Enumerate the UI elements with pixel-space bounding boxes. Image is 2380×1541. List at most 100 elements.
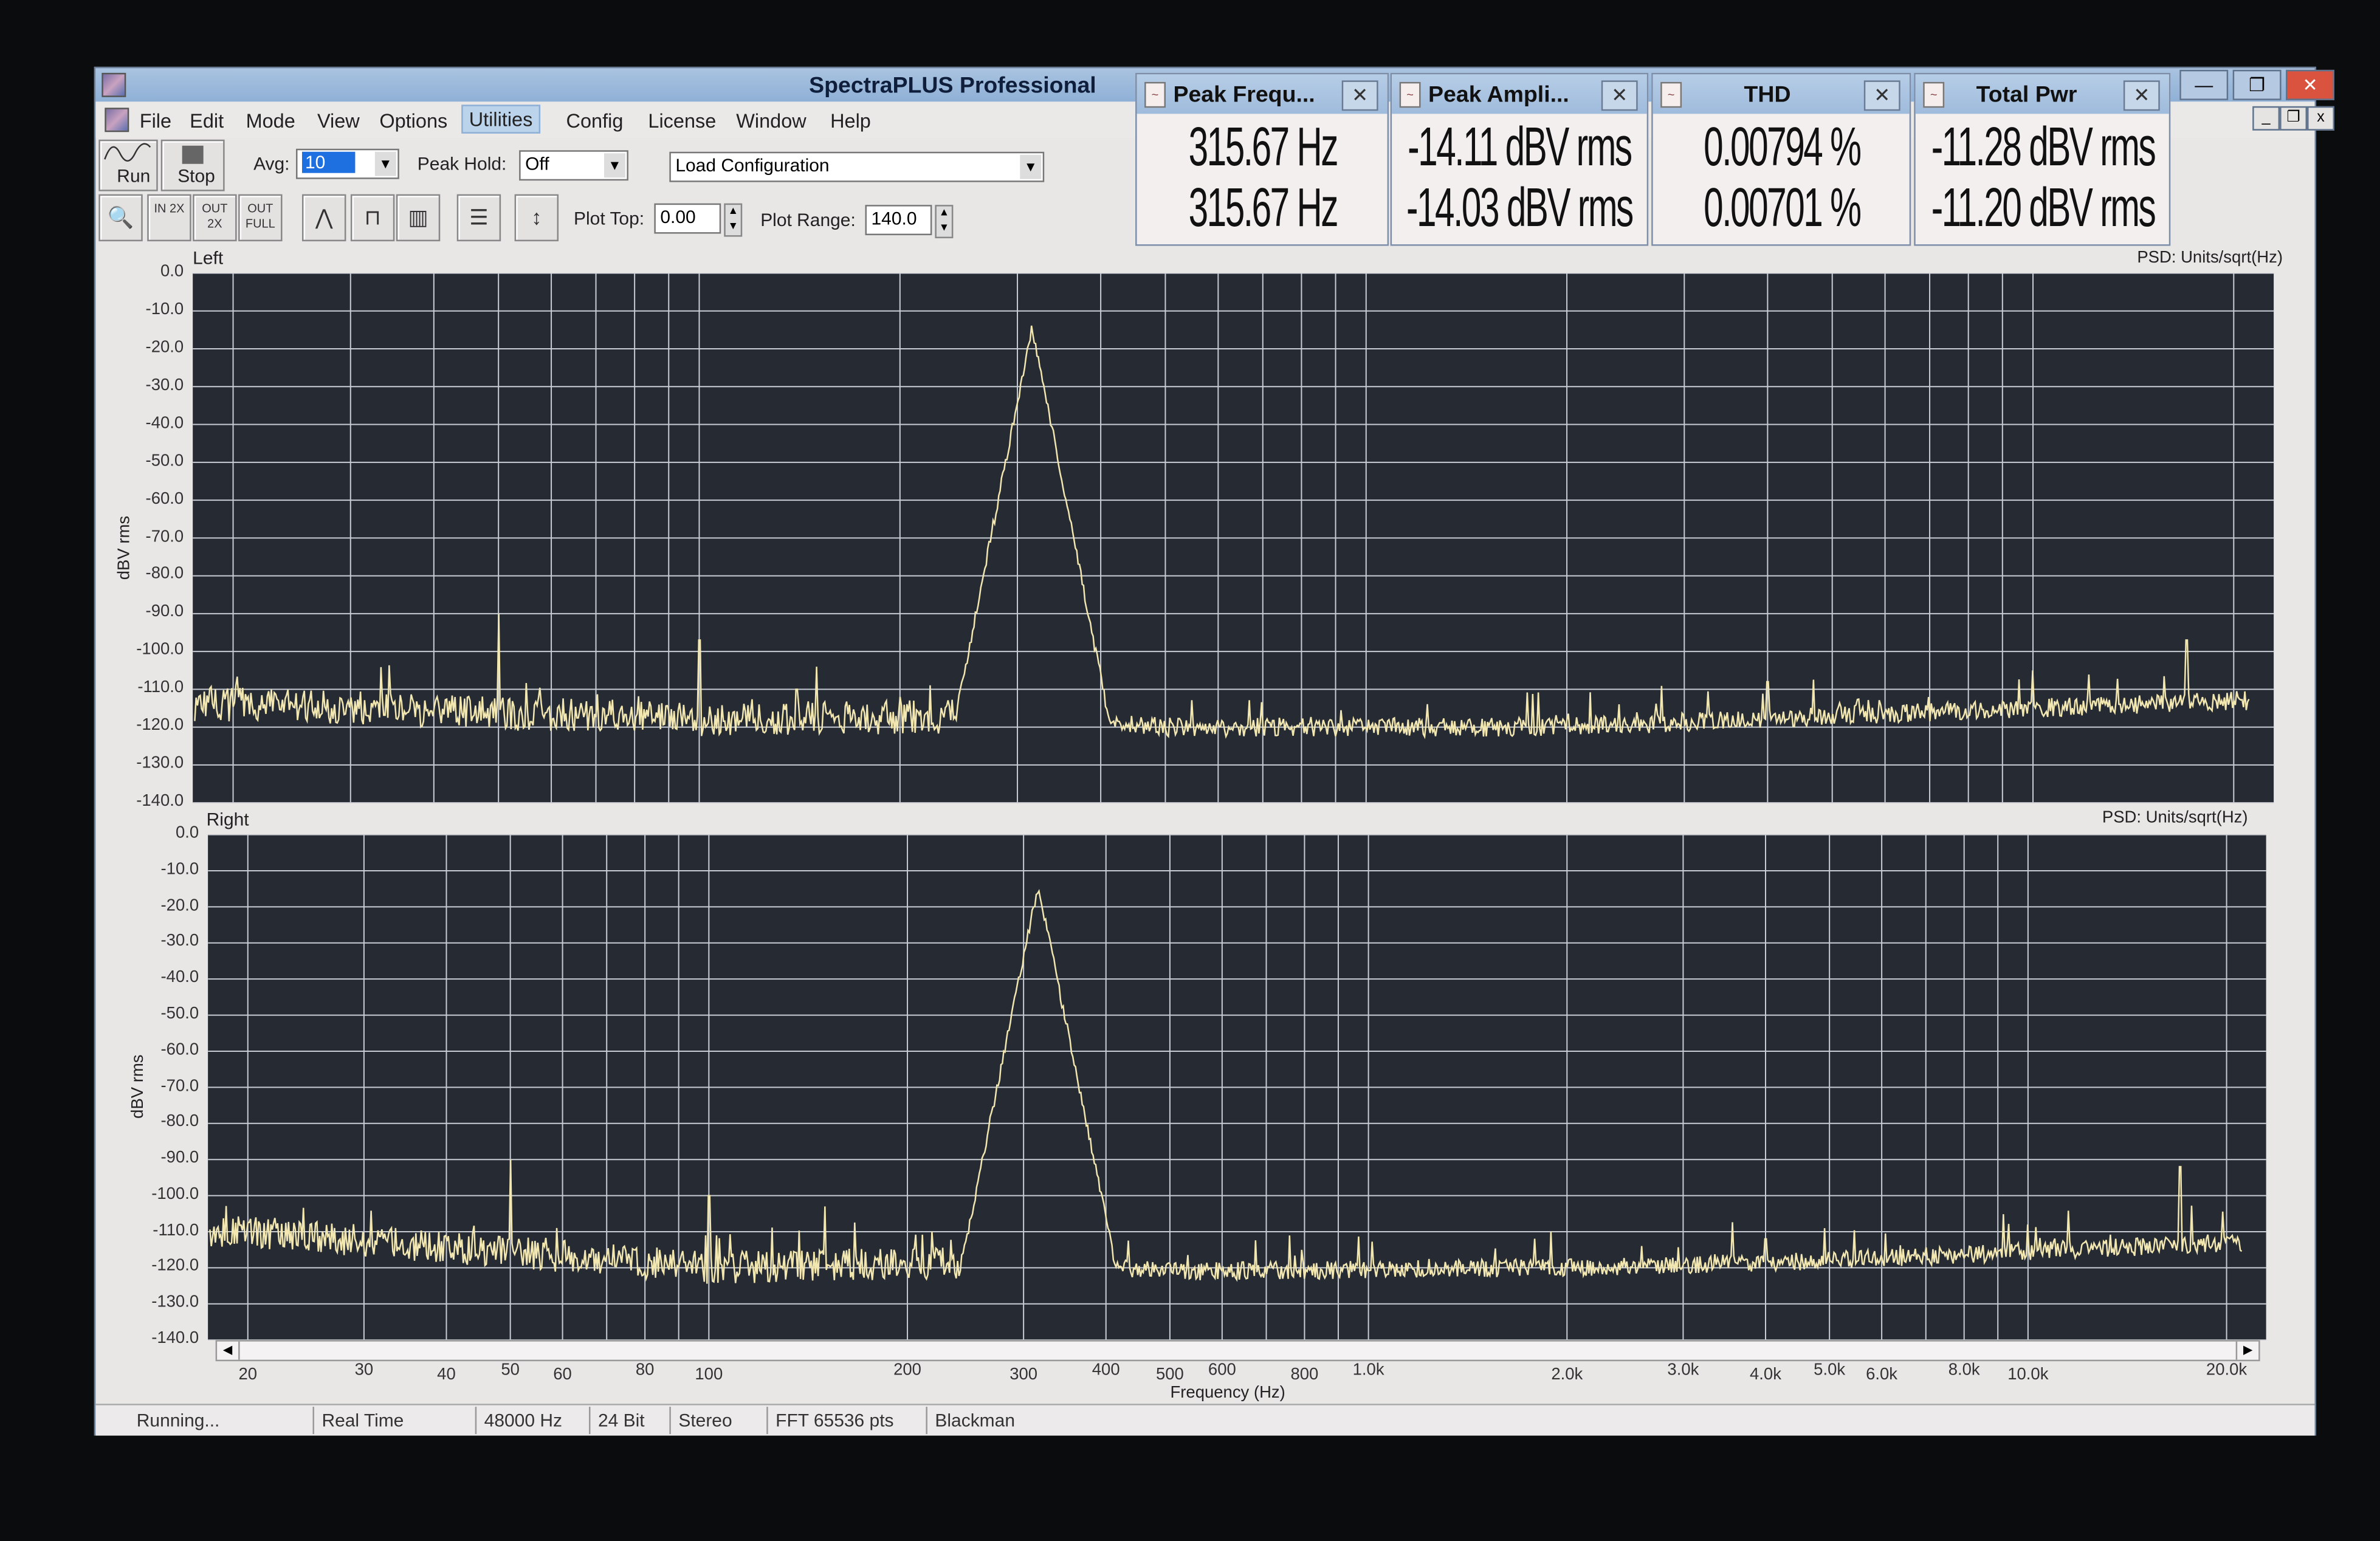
bottom-y-tick-label: -140.0 <box>151 1329 199 1348</box>
bar-plot-button[interactable]: ▥ <box>396 194 441 242</box>
zoom-in-icon: IN 2X <box>154 202 185 216</box>
meter-title-bar[interactable]: ~ Total Pwr ✕ <box>1915 74 2169 114</box>
status-bar: Running... Real Time 48000 Hz 24 Bit Ste… <box>95 1404 2315 1436</box>
close-icon[interactable]: ✕ <box>1341 80 1378 111</box>
meter-peak-amplitude[interactable]: ~ Peak Ampli... ✕ -14.11 dBV rms -14.03 dB… <box>1390 72 1649 246</box>
top-y-tick-label: -20.0 <box>145 338 184 357</box>
minimize-button[interactable]: — <box>2179 69 2229 100</box>
avg-select[interactable]: 10 ▼ <box>295 148 399 179</box>
close-icon[interactable]: ✕ <box>1601 80 1638 111</box>
meter-total-power[interactable]: ~ Total Pwr ✕ -11.28 dBV rms -11.20 dBV rm… <box>1914 72 2171 246</box>
top-y-tick-label: -100.0 <box>136 640 184 659</box>
app-icon <box>101 72 126 97</box>
avg-label: Avg: <box>253 153 290 175</box>
zoom-out-button[interactable]: OUT 2X <box>193 194 237 242</box>
close-button[interactable]: ✕ <box>2286 69 2335 100</box>
plot-top-input[interactable]: 0.00 <box>654 203 721 234</box>
meter-thd[interactable]: ~ THD ✕ 0.00794 % 0.00701 % <box>1651 72 1911 246</box>
plot-range-input[interactable]: 140.0 <box>865 205 932 236</box>
child-close-button[interactable]: x <box>2307 106 2335 131</box>
x-tick-label: 6.0k <box>1866 1365 1898 1384</box>
plot-range-spinner[interactable]: ▲ ▼ <box>935 205 954 239</box>
scale-button[interactable]: ↕ <box>514 194 559 242</box>
top-y-tick-label: -120.0 <box>136 716 184 735</box>
x-tick-label: 4.0k <box>1750 1365 1781 1384</box>
menu-options[interactable]: Options <box>379 109 448 132</box>
menu-edit[interactable]: Edit <box>190 109 224 132</box>
chevron-down-icon[interactable]: ▼ <box>374 151 396 176</box>
meter-title: Peak Ampli... <box>1428 81 1569 108</box>
plot-top-label: Plot Top: <box>574 208 645 230</box>
menu-license[interactable]: License <box>648 109 717 132</box>
x-tick-label: 2.0k <box>1551 1365 1583 1384</box>
top-channel-label: Left <box>193 247 224 269</box>
meter-icon: ~ <box>1399 81 1421 108</box>
bottom-y-tick-label: -120.0 <box>151 1257 199 1275</box>
left-channel-plot[interactable] <box>193 273 2274 803</box>
scale-icon: ↕ <box>531 205 542 230</box>
step-plot-button[interactable]: ⊓ <box>350 194 395 242</box>
spectrum-trace-right <box>209 889 2243 1284</box>
meter-title-bar[interactable]: ~ Peak Ampli... ✕ <box>1392 74 1647 114</box>
peak-hold-select[interactable]: Off ▼ <box>519 150 628 181</box>
meter-value-left: 315.67 Hz <box>1188 115 1338 178</box>
bar-plot-icon: ▥ <box>408 205 428 230</box>
close-icon[interactable]: ✕ <box>2123 80 2160 111</box>
document-icon[interactable] <box>105 108 129 132</box>
meter-peak-frequency[interactable]: ~ Peak Frequ... ✕ 315.67 Hz 315.67 Hz <box>1135 72 1389 246</box>
meter-value-left: -11.28 dBV rms <box>1930 115 2155 178</box>
x-tick-label: 50 <box>501 1361 520 1380</box>
menu-help[interactable]: Help <box>830 109 871 132</box>
bottom-y-tick-label: -10.0 <box>160 860 199 879</box>
meter-title-bar[interactable]: ~ Peak Frequ... ✕ <box>1137 74 1388 114</box>
top-y-tick-label: -10.0 <box>145 300 184 319</box>
chevron-down-icon[interactable]: ▼ <box>604 153 625 178</box>
top-y-tick-label: -30.0 <box>145 376 184 394</box>
right-channel-plot[interactable] <box>208 834 2266 1340</box>
x-tick-label: 100 <box>695 1365 723 1384</box>
menu-utilities[interactable]: Utilities <box>461 105 540 134</box>
peak-hold-label: Peak Hold: <box>417 153 507 175</box>
close-icon[interactable]: ✕ <box>1863 80 1900 111</box>
menu-file[interactable]: File <box>139 109 172 132</box>
meter-icon: ~ <box>1660 81 1682 108</box>
meter-title-bar[interactable]: ~ THD ✕ <box>1653 74 1910 114</box>
menu-window[interactable]: Window <box>736 109 807 132</box>
bottom-psd-label: PSD: Units/sqrt(Hz) <box>2102 809 2248 828</box>
zoom-in-button[interactable]: IN 2X <box>147 194 191 242</box>
menu-view[interactable]: View <box>317 109 360 132</box>
child-restore-button[interactable]: ❐ <box>2280 106 2308 131</box>
zoom-full-button[interactable]: OUT FULL <box>238 194 283 242</box>
line-plot-button[interactable]: ⋀ <box>301 194 346 242</box>
menu-mode[interactable]: Mode <box>246 109 295 132</box>
bottom-y-tick-label: -20.0 <box>160 896 199 915</box>
plot-top-spinner[interactable]: ▲ ▼ <box>724 203 743 237</box>
bottom-y-tick-label: -30.0 <box>160 932 199 951</box>
bottom-y-tick-label: -50.0 <box>160 1004 199 1023</box>
scroll-right-icon[interactable]: ▶ <box>2235 1341 2258 1360</box>
bottom-y-tick-label: -90.0 <box>160 1148 199 1167</box>
bottom-y-tick-label: -110.0 <box>153 1221 199 1240</box>
child-minimize-button[interactable]: _ <box>2252 106 2280 131</box>
restore-button[interactable]: ❐ <box>2232 69 2282 100</box>
meter-title: THD <box>1744 81 1791 108</box>
bottom-y-tick-label: 0.0 <box>175 824 199 843</box>
chevron-down-icon[interactable]: ▼ <box>1020 154 1042 179</box>
x-tick-label: 20.0k <box>2206 1361 2248 1380</box>
meter-value-left: 0.00794 % <box>1702 115 1861 178</box>
status-bit-depth: 24 Bit <box>588 1407 645 1435</box>
status-mode: Real Time <box>312 1407 404 1435</box>
run-button[interactable]: Run <box>98 139 158 191</box>
layout-button[interactable]: ☰ <box>456 194 501 242</box>
horizontal-scrollbar[interactable]: ◀ ▶ <box>215 1340 2260 1362</box>
x-tick-label: 200 <box>893 1361 921 1380</box>
configuration-select[interactable]: Load Configuration ▼ <box>669 151 1045 182</box>
menu-config[interactable]: Config <box>566 109 624 132</box>
x-tick-label: 8.0k <box>1948 1361 1980 1380</box>
magnifier-button[interactable]: 🔍 <box>98 194 143 242</box>
plot-range-label: Plot Range: <box>760 209 856 231</box>
scroll-left-icon[interactable]: ◀ <box>217 1341 240 1360</box>
x-tick-label: 3.0k <box>1667 1361 1699 1380</box>
status-window: Blackman <box>926 1407 1015 1435</box>
stop-button[interactable]: Stop <box>160 139 225 191</box>
